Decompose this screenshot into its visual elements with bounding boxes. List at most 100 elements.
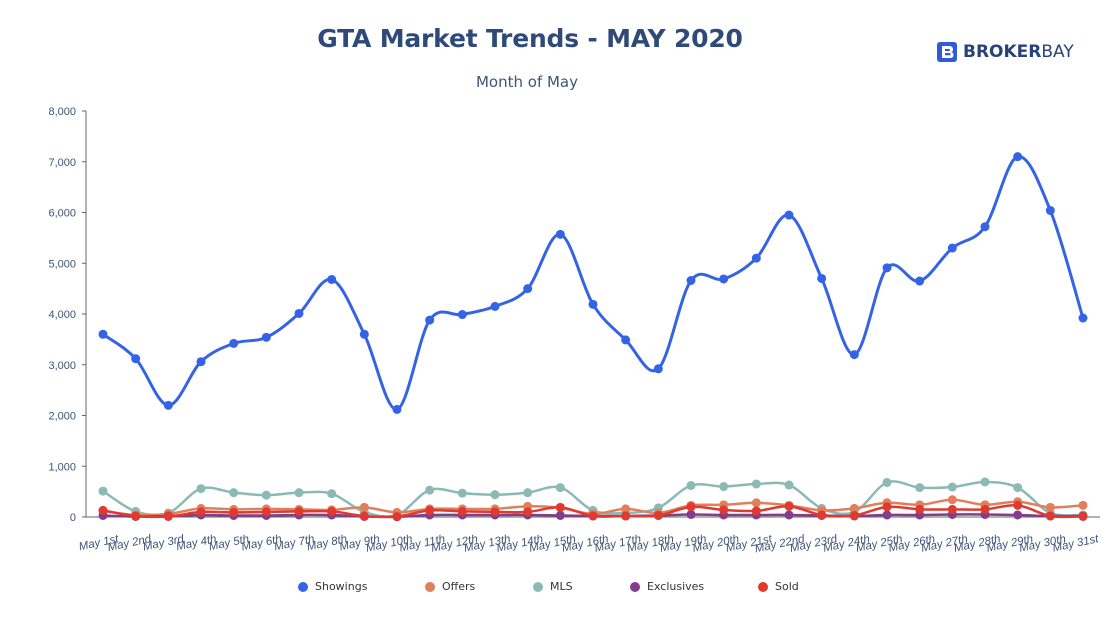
data-point-sold (621, 511, 631, 521)
y-tick-label: 6,000 (48, 208, 76, 220)
data-point-sold (719, 505, 729, 515)
legend-marker (758, 581, 768, 592)
data-point-offers (947, 495, 957, 505)
data-point-sold (653, 510, 663, 520)
data-point-showings (261, 332, 271, 342)
data-point-sold (817, 510, 827, 520)
data-point-showings (947, 243, 957, 253)
data-point-mls (947, 482, 957, 492)
series-line-showings (102, 155, 1085, 411)
chart-axes: 0 1,000 2,000 3,000 4,000 5,000 6,000 7,000 8,00… (48, 106, 1100, 524)
legend-item-offers: Offers (425, 580, 475, 593)
chart-legend: Showings Offers MLS Exclusives Sold (0, 580, 1120, 600)
legend-marker (533, 581, 543, 592)
data-point-showings (849, 350, 859, 360)
data-point-exclusives (1013, 510, 1023, 520)
legend-label: Offers (442, 580, 476, 593)
y-tick-label: 4,000 (48, 309, 76, 321)
data-point-showings (784, 210, 794, 220)
data-point-sold (555, 502, 565, 512)
data-point-mls (98, 486, 108, 496)
data-point-showings (588, 299, 598, 309)
data-point-mls (327, 489, 337, 499)
data-point-offers (849, 503, 859, 513)
broker-bay-logo-icon (937, 42, 957, 62)
data-point-showings (425, 315, 435, 325)
data-point-sold (980, 504, 990, 514)
data-point-offers (1078, 500, 1088, 510)
y-tick-label: 2,000 (48, 411, 76, 423)
legend-marker (425, 581, 435, 592)
data-point-exclusives (686, 509, 696, 519)
brand-name-light: BAY (1041, 42, 1074, 62)
data-point-sold (425, 505, 435, 515)
legend-label: MLS (550, 580, 573, 593)
legend-marker (298, 581, 308, 592)
data-point-sold (588, 511, 598, 521)
data-point-mls (784, 480, 794, 490)
data-point-mls (751, 479, 761, 489)
data-point-sold (686, 502, 696, 512)
data-point-offers (359, 502, 369, 512)
data-point-sold (849, 510, 859, 520)
chart-subtitle: Month of May (475, 73, 579, 91)
data-point-showings (392, 404, 402, 414)
data-point-showings (1078, 313, 1088, 323)
y-tick-label: 7,000 (48, 157, 76, 169)
legend-item-sold: Sold (758, 580, 799, 593)
data-point-sold (1045, 511, 1055, 521)
data-point-showings (817, 273, 827, 283)
data-point-sold (327, 506, 337, 516)
data-point-sold (98, 505, 108, 515)
data-point-exclusives (784, 510, 794, 520)
data-point-mls (1013, 483, 1023, 493)
chart-title: GTA Market Trends - MAY 2020 (317, 24, 743, 53)
brand-name: BROKERBAY (963, 42, 1074, 62)
chart-series (98, 152, 1088, 522)
data-point-sold (131, 511, 141, 521)
data-point-sold (751, 506, 761, 516)
data-point-showings (163, 400, 173, 410)
data-point-showings (621, 335, 631, 345)
legend-item-exclusives: Exclusives (630, 580, 704, 593)
legend-label: Showings (315, 580, 368, 593)
data-point-showings (490, 301, 500, 311)
data-point-showings (882, 263, 892, 273)
data-point-mls (686, 481, 696, 491)
legend-item-showings: Showings (298, 580, 367, 593)
data-point-showings (457, 310, 467, 320)
data-point-showings (359, 329, 369, 339)
series-showings (98, 152, 1088, 414)
data-point-showings (229, 338, 239, 348)
data-point-offers (751, 498, 761, 508)
data-point-exclusives (882, 510, 892, 520)
data-point-sold (947, 504, 957, 514)
data-point-showings (1045, 205, 1055, 215)
data-point-mls (882, 477, 892, 487)
brand-logo: BROKERBAY (936, 39, 1074, 65)
data-point-showings (751, 253, 761, 263)
data-point-showings (555, 229, 565, 239)
data-point-mls (523, 488, 533, 498)
data-point-showings (1013, 152, 1023, 162)
data-point-sold (490, 507, 500, 517)
data-point-showings (294, 308, 304, 318)
data-point-mls (555, 483, 565, 493)
data-point-mls (229, 488, 239, 498)
data-point-sold (457, 506, 467, 516)
y-tick-label: 8,000 (48, 106, 76, 118)
y-tick-label: 3,000 (48, 360, 76, 372)
data-point-mls (915, 483, 925, 493)
data-point-sold (392, 511, 402, 521)
data-point-sold (294, 506, 304, 516)
data-point-offers (621, 504, 631, 514)
data-point-sold (163, 511, 173, 521)
data-point-mls (294, 488, 304, 498)
data-point-sold (1013, 500, 1023, 510)
legend-label: Sold (775, 580, 799, 593)
y-tick-label: 5,000 (48, 258, 76, 270)
data-point-sold (359, 511, 369, 521)
data-point-sold (523, 507, 533, 517)
data-point-exclusives (555, 510, 565, 520)
